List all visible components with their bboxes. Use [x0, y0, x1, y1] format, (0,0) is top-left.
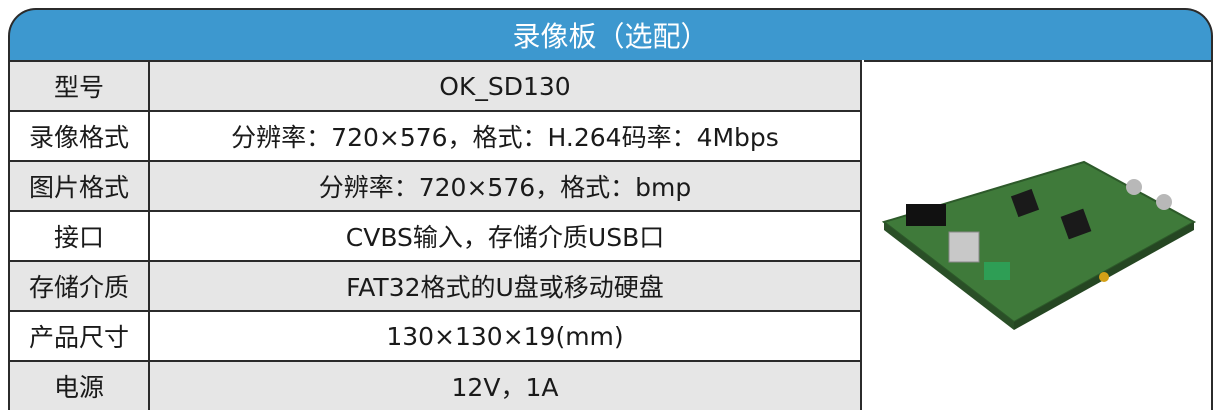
header-title: 录像板（选配）	[8, 8, 1213, 60]
row-value: 分辨率：720×576，格式：bmp	[150, 162, 862, 210]
row-label: 型号	[10, 62, 150, 110]
row-label: 存储介质	[10, 262, 150, 310]
terminal	[984, 262, 1010, 280]
table-row: 存储介质 FAT32格式的U盘或移动硬盘	[10, 260, 862, 310]
row-value: FAT32格式的U盘或移动硬盘	[150, 262, 862, 310]
bnc	[1156, 194, 1172, 210]
row-value: 130×130×19(mm)	[150, 312, 862, 360]
row-value: 分辨率：720×576，格式：H.264码率：4Mbps	[150, 112, 862, 160]
row-label: 产品尺寸	[10, 312, 150, 360]
row-label: 图片格式	[10, 162, 150, 210]
table-row: 产品尺寸 130×130×19(mm)	[10, 310, 862, 360]
table-row: 图片格式 分辨率：720×576，格式：bmp	[10, 160, 862, 210]
board-edge	[884, 222, 1014, 330]
table-row: 录像格式 分辨率：720×576，格式：H.264码率：4Mbps	[10, 110, 862, 160]
row-label: 录像格式	[10, 112, 150, 160]
row-label: 接口	[10, 212, 150, 260]
hole	[1099, 272, 1109, 282]
pcb-illustration	[881, 160, 1197, 330]
connector	[906, 204, 946, 226]
chip	[1060, 208, 1092, 240]
table-row: 电源 12V，1A	[10, 360, 862, 410]
chip	[1010, 188, 1040, 218]
row-label: 电源	[10, 362, 150, 410]
board	[881, 160, 1197, 324]
row-value: OK_SD130	[150, 62, 862, 110]
bnc	[1126, 179, 1142, 195]
spec-table: 型号 OK_SD130 录像格式 分辨率：720×576，格式：H.264码率：4Mb…	[8, 60, 1213, 410]
row-value: 12V，1A	[150, 362, 862, 410]
table-row: 接口 CVBS输入，存储介质USB口	[10, 210, 862, 260]
usb-port	[948, 231, 980, 263]
row-value: CVBS输入，存储介质USB口	[150, 212, 862, 260]
table-row: 型号 OK_SD130	[10, 60, 862, 110]
product-image	[864, 60, 1211, 410]
